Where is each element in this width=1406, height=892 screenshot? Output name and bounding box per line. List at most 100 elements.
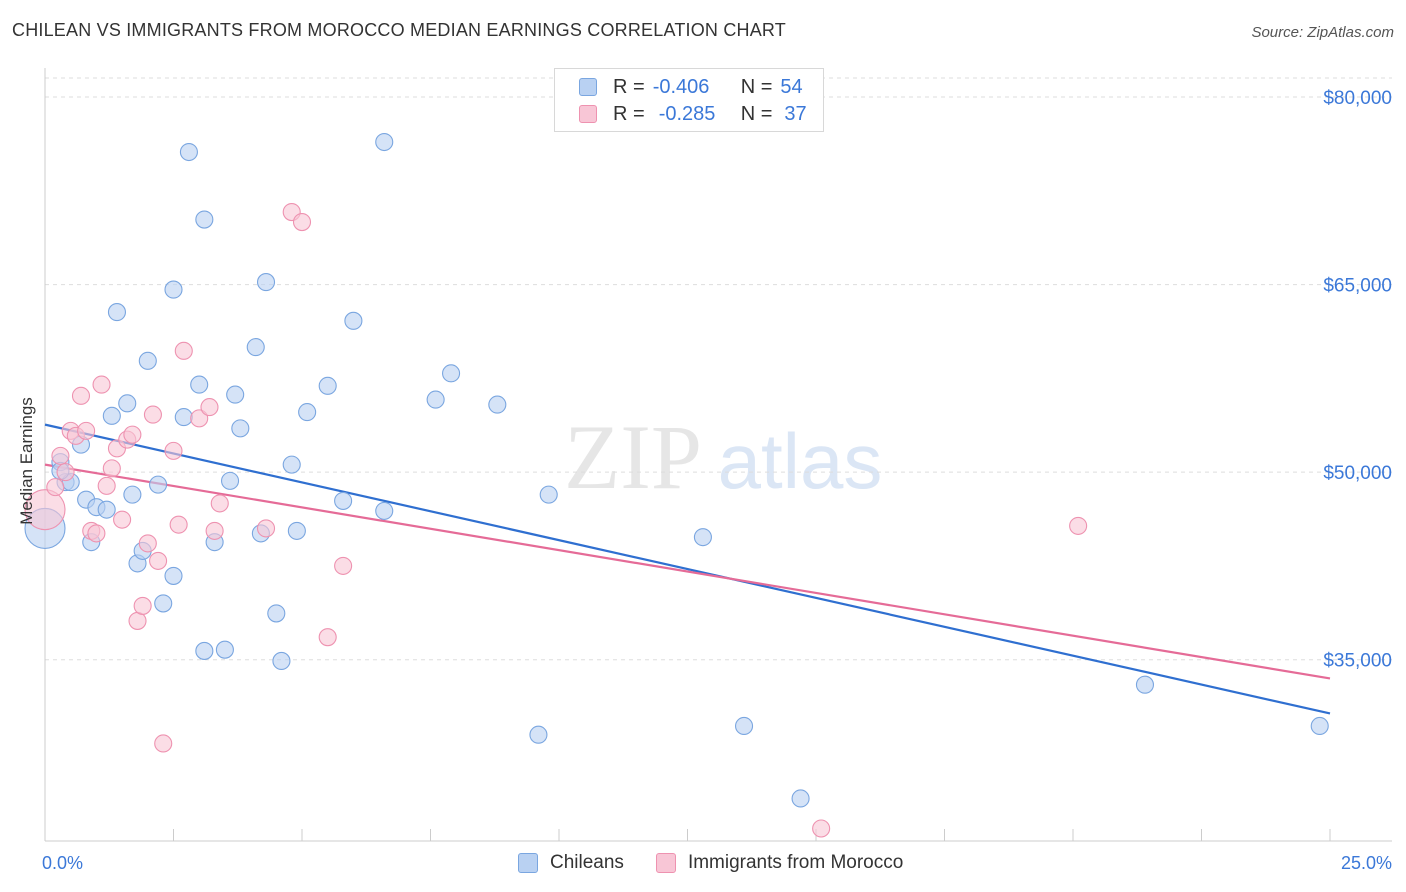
source-label: Source: ZipAtlas.com	[1251, 24, 1394, 41]
r-value: -0.285	[658, 102, 716, 125]
legend-item-morocco[interactable]: Immigrants from Morocco	[655, 852, 904, 874]
morocco-point	[318, 628, 337, 647]
legend-swatch-morocco	[579, 105, 597, 123]
morocco-point	[138, 534, 157, 553]
n-value: 54	[780, 75, 803, 98]
r-label: R =	[613, 75, 645, 98]
chileans-point	[442, 364, 461, 383]
chileans-point	[102, 406, 121, 425]
chileans-point	[267, 604, 286, 623]
morocco-point	[812, 819, 831, 838]
x-tick-label: 25.0%	[1341, 853, 1392, 873]
morocco-point	[56, 463, 75, 482]
n-label: N =	[740, 102, 773, 125]
chileans-point	[118, 394, 137, 413]
x-tick-labels: 0.0% 25.0%	[42, 853, 1392, 873]
chileans-point	[179, 142, 198, 162]
chileans-point	[97, 500, 116, 519]
chileans-point	[375, 501, 394, 520]
morocco-point	[92, 375, 111, 394]
chileans-point	[272, 651, 291, 670]
morocco-point	[210, 494, 229, 513]
chileans-point	[791, 789, 810, 808]
morocco-point	[200, 398, 219, 417]
chileans-point	[190, 375, 209, 394]
chileans-point	[344, 311, 363, 330]
morocco-point	[205, 521, 224, 540]
morocco-point	[87, 524, 106, 543]
morocco-point	[256, 519, 276, 538]
morocco-point	[292, 212, 312, 232]
legend-label-morocco: Immigrants from Morocco	[687, 852, 904, 873]
chileans-point	[195, 210, 214, 229]
morocco-point	[46, 478, 65, 497]
chileans-point	[154, 594, 173, 613]
r-value: -0.406	[652, 75, 710, 98]
morocco-point	[113, 510, 132, 529]
chileans-point	[693, 528, 712, 547]
chileans-point	[246, 338, 265, 357]
grid	[45, 77, 1392, 661]
chileans-point	[123, 485, 142, 504]
y-tick-label: $65,000	[1323, 276, 1392, 297]
chileans-point	[164, 280, 183, 299]
series-legend: Chileans Immigrants from Morocco	[518, 852, 935, 874]
data-points	[24, 132, 1329, 838]
morocco-point	[97, 476, 116, 495]
chileans-point	[1135, 675, 1155, 694]
chileans-point	[529, 725, 548, 744]
chileans-point	[195, 641, 214, 660]
morocco-point	[133, 596, 152, 615]
chileans-point	[256, 273, 276, 292]
chileans-point	[426, 390, 445, 409]
watermark-zip: ZIP	[564, 406, 702, 508]
chileans-point	[334, 491, 353, 510]
legend-row-chileans: R = -0.406 N = 54	[579, 74, 803, 100]
legend-row-morocco: R = -0.285 N = 37	[579, 101, 807, 127]
chileans-point	[539, 485, 558, 504]
y-tick-label: $35,000	[1323, 651, 1392, 672]
y-tick-label: $50,000	[1323, 463, 1392, 484]
chileans-point	[375, 132, 394, 152]
chileans-point	[231, 419, 250, 438]
chileans-point	[1310, 716, 1329, 736]
morocco-point	[164, 441, 183, 460]
morocco-point	[149, 551, 168, 570]
watermark-atlas: atlas	[718, 417, 883, 505]
trend-lines	[44, 423, 1331, 715]
y-tick-labels: $35,000 $50,000 $65,000 $80,000	[1323, 88, 1392, 672]
morocco-point	[154, 734, 173, 753]
morocco-point	[77, 421, 96, 440]
axes	[44, 68, 1392, 842]
chileans-point	[226, 385, 245, 404]
legend-swatch-chileans	[518, 853, 538, 873]
morocco-trend-line	[44, 463, 1331, 680]
morocco-point	[102, 459, 121, 478]
chileans-point	[138, 351, 157, 370]
legend-item-chileans[interactable]: Chileans	[518, 852, 624, 874]
legend-swatch-chileans	[579, 78, 597, 96]
morocco-point	[123, 425, 142, 444]
chileans-point	[488, 395, 507, 414]
morocco-point	[71, 386, 91, 405]
y-tick-label: $80,000	[1323, 88, 1392, 109]
morocco-point	[174, 341, 193, 360]
morocco-point	[128, 611, 147, 630]
stats-legend: R = -0.406 N = 54 R = -0.285 N = 37	[554, 68, 824, 132]
chart-title: CHILEAN VS IMMIGRANTS FROM MOROCCO MEDIA…	[12, 20, 786, 40]
chileans-point	[149, 475, 168, 494]
legend-swatch-morocco	[655, 853, 676, 873]
chileans-point	[174, 408, 193, 427]
chileans-point	[298, 403, 317, 422]
chileans-point	[107, 303, 127, 322]
chileans-point	[215, 640, 234, 659]
chileans-point	[164, 566, 183, 585]
morocco-point	[24, 489, 66, 531]
x-tick-label: 0.0%	[42, 853, 83, 873]
n-value: 37	[784, 102, 807, 125]
chileans-point	[220, 471, 240, 490]
morocco-point	[143, 405, 162, 424]
chileans-point	[318, 376, 337, 395]
chileans-point	[282, 455, 301, 474]
